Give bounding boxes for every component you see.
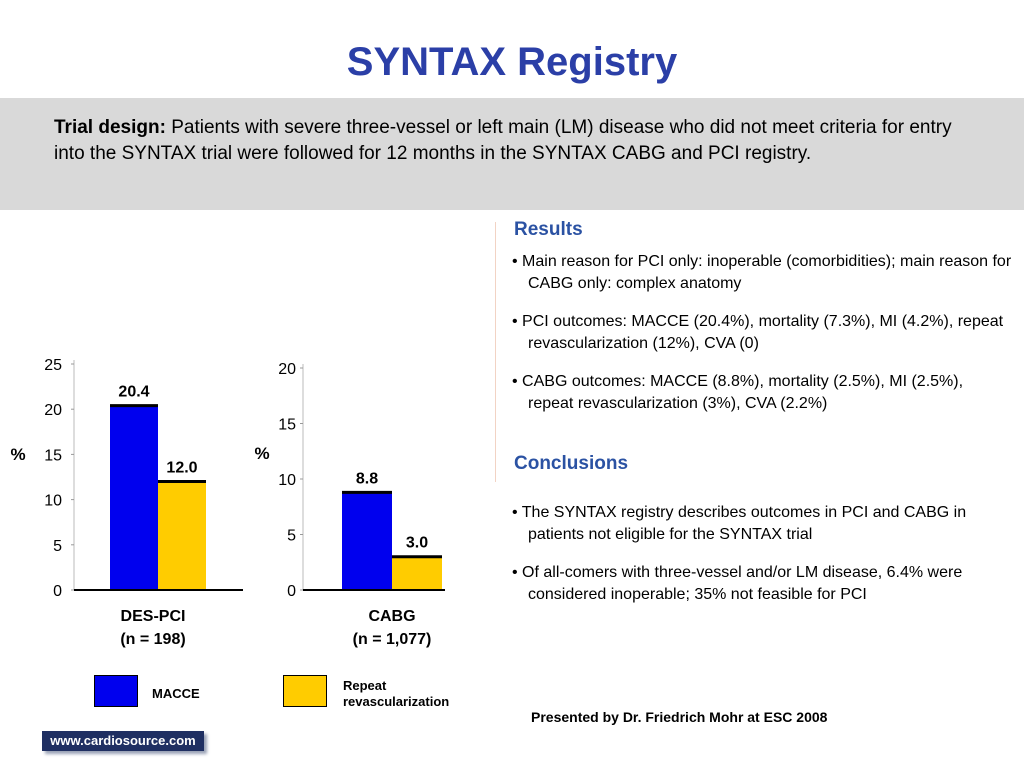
bar-repeat — [158, 481, 206, 590]
presented-by: Presented by Dr. Friedrich Mohr at ESC 2… — [531, 709, 828, 725]
y-axis-label: % — [10, 445, 25, 464]
conclusions-bullet: Of all-comers with three-vessel and/or L… — [512, 562, 1012, 606]
results-bullet: CABG outcomes: MACCE (8.8%), mortality (… — [512, 371, 1012, 415]
conclusions-list: The SYNTAX registry describes outcomes i… — [512, 502, 1012, 622]
slide-title: SYNTAX Registry — [346, 40, 678, 84]
legend-swatch-macce — [94, 675, 138, 707]
trial-design-label: Trial design: — [54, 117, 166, 138]
results-bullet: PCI outcomes: MACCE (20.4%), mortality (… — [512, 311, 1012, 355]
y-tick-label: 25 — [44, 357, 62, 374]
legend-label-macce: MACCE — [152, 686, 200, 701]
conclusions-bullet: The SYNTAX registry describes outcomes i… — [512, 502, 1012, 546]
category-sublabel: (n = 198) — [120, 631, 185, 648]
y-tick-label: 20 — [278, 361, 296, 378]
category-label: DES-PCI — [121, 608, 186, 625]
results-heading: Results — [514, 219, 583, 240]
column-divider — [495, 222, 496, 482]
cardiosource-logo: www.cardiosource.com — [42, 731, 204, 751]
y-tick-label: 15 — [278, 417, 296, 434]
legend-swatch-repeat — [283, 675, 327, 707]
y-tick-label: 0 — [287, 583, 296, 600]
bar-value-label: 12.0 — [166, 460, 197, 477]
conclusions-heading: Conclusions — [514, 453, 629, 474]
y-tick-label: 20 — [44, 402, 62, 419]
y-tick-label: 15 — [44, 447, 62, 464]
bar-value-label: 20.4 — [118, 384, 149, 401]
bar-charts: 0 5 10 15 20 25% 20.4 12.0 DES-PCI (n = 198) 0 5 10 1… — [10, 357, 445, 648]
bar-value-label: 8.8 — [356, 470, 378, 487]
bar-value-label: 3.0 — [406, 535, 428, 552]
results-bullet: Main reason for PCI only: inoperable (co… — [512, 251, 1012, 295]
category-sublabel: (n = 1,077) — [353, 631, 432, 648]
bar-repeat — [392, 556, 442, 590]
bar-macce — [342, 492, 392, 590]
trial-design-panel: Trial design: Patients with severe three… — [0, 98, 1024, 210]
trial-design-body: Patients with severe three-vessel or lef… — [54, 117, 952, 164]
results-list: Main reason for PCI only: inoperable (co… — [512, 251, 1012, 431]
y-tick-label: 5 — [53, 538, 62, 555]
y-tick-label: 5 — [287, 528, 296, 545]
legend-label-repeat: Repeat revascularization — [343, 678, 450, 709]
y-tick-label: 10 — [278, 472, 296, 489]
y-axis-label: % — [254, 444, 269, 463]
y-tick-label: 10 — [44, 493, 62, 510]
y-tick-label: 0 — [53, 583, 62, 600]
category-label: CABG — [368, 608, 415, 625]
trial-design-text: Trial design: Patients with severe three… — [54, 115, 984, 167]
bar-macce — [110, 405, 158, 590]
